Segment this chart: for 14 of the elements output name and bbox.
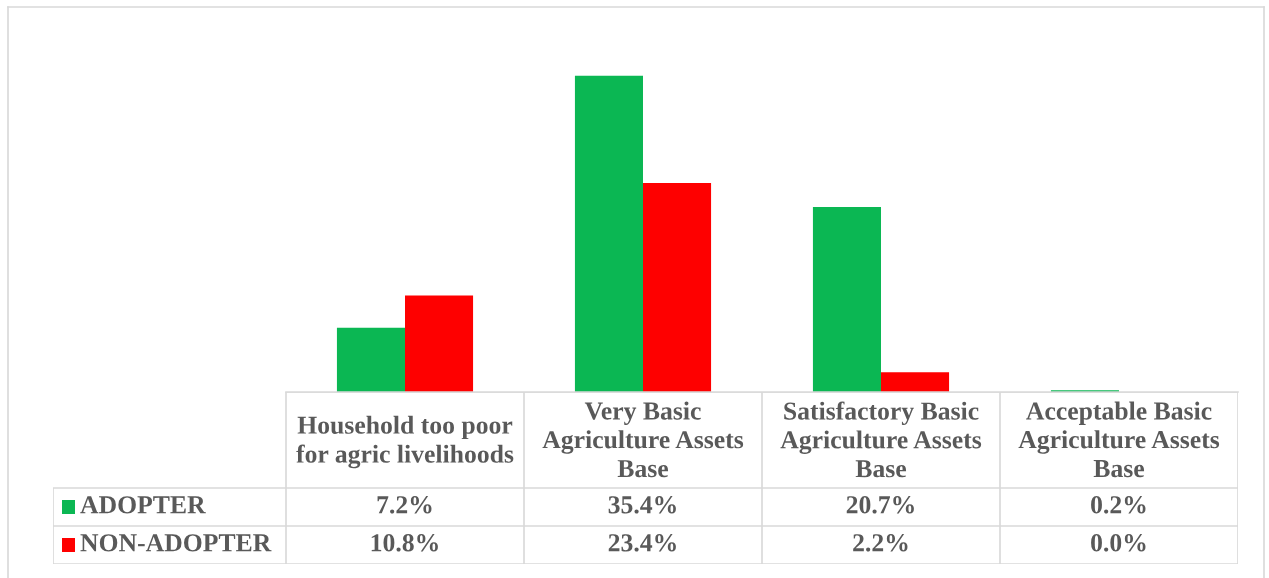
data-label: 7.2% xyxy=(377,496,432,514)
data-label: 35.4% xyxy=(608,496,676,514)
data-label: 23.4% xyxy=(608,534,676,552)
data-label: 10.8% xyxy=(371,534,438,552)
x-tick-label: Very Basic Agriculture Assets Base xyxy=(542,401,744,478)
data-label: 0.2% xyxy=(1091,496,1146,514)
x-tick-label: Household too poor for agric livelihoods xyxy=(296,415,514,469)
data-label: 20.7% xyxy=(846,496,914,514)
x-tick-label: Satisfactory Basic Agriculture Assets Base xyxy=(780,401,982,478)
legend-label: NON-ADOPTER xyxy=(80,534,272,552)
x-tick-label: Acceptable Basic Agriculture Assets Base xyxy=(1018,401,1220,478)
legend-label: ADOPTER xyxy=(80,496,206,514)
data-label: 0.0% xyxy=(1091,534,1146,552)
data-label: 2.2% xyxy=(853,534,908,552)
